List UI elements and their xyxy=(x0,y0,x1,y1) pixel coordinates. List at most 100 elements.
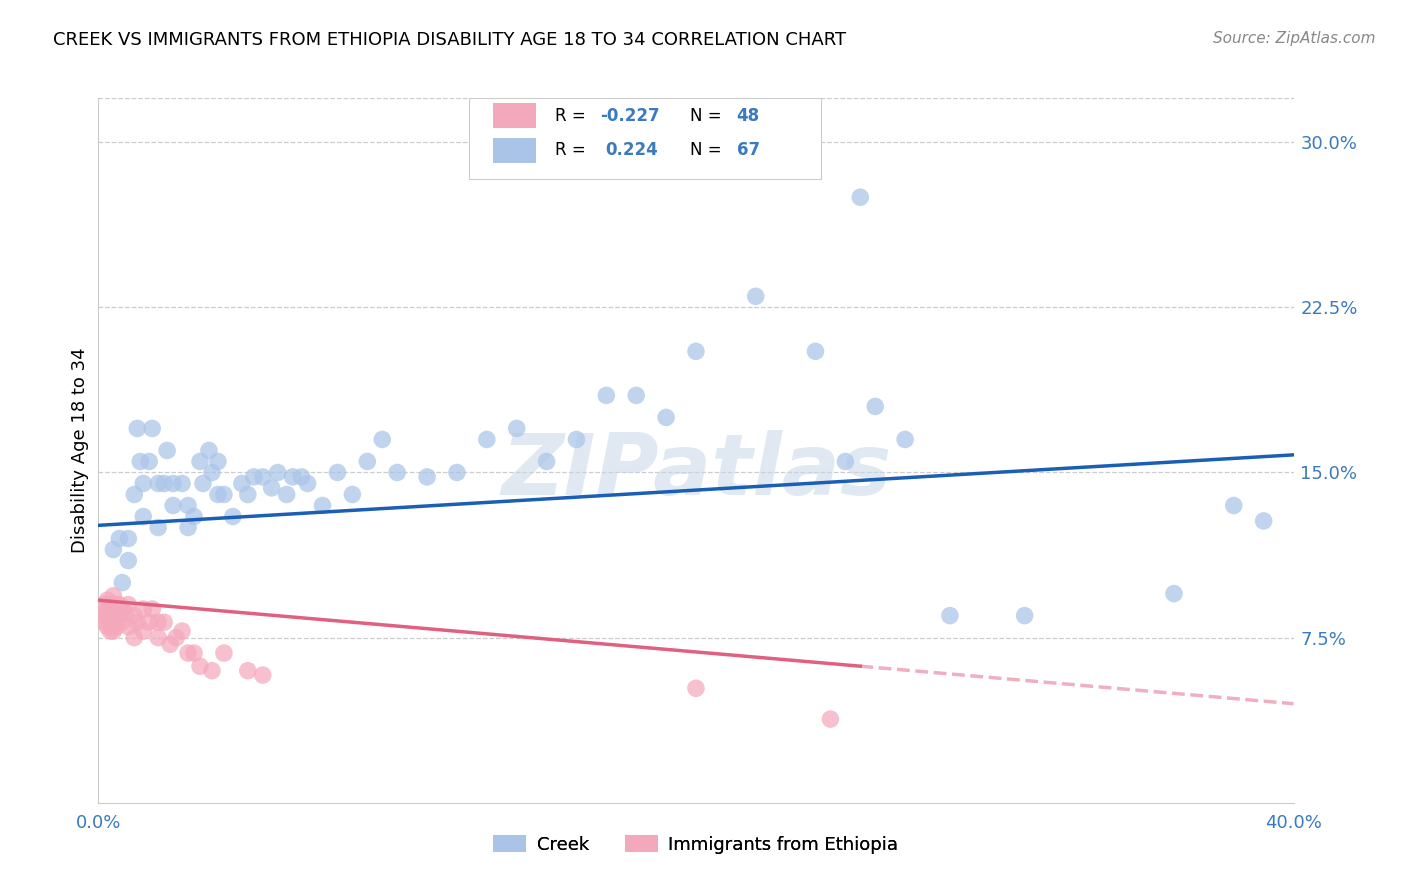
Point xyxy=(124,487,146,501)
Point xyxy=(117,598,139,612)
Point xyxy=(172,624,194,638)
Point xyxy=(124,608,146,623)
Bar xyxy=(494,137,536,163)
Point xyxy=(188,659,211,673)
Point xyxy=(111,615,134,630)
Point xyxy=(103,624,125,638)
Point xyxy=(162,499,184,513)
Point xyxy=(153,615,176,630)
Legend: Creek, Immigrants from Ethiopia: Creek, Immigrants from Ethiopia xyxy=(494,836,898,854)
Point xyxy=(267,466,290,480)
Point xyxy=(207,454,229,468)
Point xyxy=(117,619,139,633)
Point xyxy=(820,712,842,726)
Point xyxy=(96,619,118,633)
Text: Source: ZipAtlas.com: Source: ZipAtlas.com xyxy=(1212,31,1375,46)
Point xyxy=(183,509,205,524)
Point xyxy=(127,421,149,435)
Point xyxy=(93,598,115,612)
Point xyxy=(138,454,160,468)
Point xyxy=(565,433,588,447)
Point xyxy=(939,608,962,623)
Point xyxy=(1223,499,1246,513)
Point xyxy=(103,542,125,557)
Point xyxy=(1253,514,1275,528)
Point xyxy=(626,388,648,402)
Point xyxy=(103,607,125,621)
Point xyxy=(260,481,283,495)
Point xyxy=(148,631,170,645)
Point xyxy=(132,624,155,638)
Point xyxy=(236,487,259,501)
Point xyxy=(212,646,235,660)
Point xyxy=(416,470,439,484)
Text: 0.224: 0.224 xyxy=(605,141,658,160)
Point xyxy=(371,433,394,447)
Point xyxy=(655,410,678,425)
Point xyxy=(201,466,224,480)
Point xyxy=(804,344,827,359)
Point xyxy=(191,476,214,491)
Point xyxy=(117,532,139,546)
Point xyxy=(222,509,245,524)
Point xyxy=(162,476,184,491)
Point xyxy=(297,476,319,491)
Point xyxy=(207,487,229,501)
Point xyxy=(252,668,274,682)
Point xyxy=(148,476,170,491)
Point xyxy=(536,454,558,468)
Point xyxy=(141,602,163,616)
Point xyxy=(103,615,125,630)
Point xyxy=(165,631,187,645)
Point xyxy=(243,470,266,484)
Point xyxy=(111,602,134,616)
Point xyxy=(506,421,529,435)
Point xyxy=(93,608,115,623)
Point xyxy=(105,619,128,633)
Point xyxy=(172,476,194,491)
Point xyxy=(177,499,200,513)
Point xyxy=(326,466,349,480)
Point xyxy=(894,433,917,447)
Point xyxy=(111,575,134,590)
Point xyxy=(129,454,152,468)
Point xyxy=(281,470,304,484)
Point xyxy=(177,646,200,660)
Point xyxy=(342,487,364,501)
Point xyxy=(156,443,179,458)
Text: CREEK VS IMMIGRANTS FROM ETHIOPIA DISABILITY AGE 18 TO 34 CORRELATION CHART: CREEK VS IMMIGRANTS FROM ETHIOPIA DISABI… xyxy=(53,31,846,49)
Point xyxy=(385,466,409,480)
Point xyxy=(745,289,768,303)
Text: R =: R = xyxy=(555,141,591,160)
Point xyxy=(236,664,259,678)
Point xyxy=(108,598,131,612)
Point xyxy=(148,520,170,534)
Point xyxy=(96,608,118,623)
Point xyxy=(291,470,314,484)
Point xyxy=(685,344,707,359)
Point xyxy=(849,190,872,204)
Point xyxy=(96,602,118,616)
Y-axis label: Disability Age 18 to 34: Disability Age 18 to 34 xyxy=(70,348,89,553)
Point xyxy=(96,593,118,607)
Point xyxy=(108,607,131,621)
Point xyxy=(98,598,122,612)
Point xyxy=(231,476,253,491)
Point xyxy=(132,602,155,616)
Point xyxy=(93,615,115,630)
Point xyxy=(98,624,122,638)
Point xyxy=(153,476,176,491)
Text: ZIPatlas: ZIPatlas xyxy=(501,430,891,513)
Point xyxy=(595,388,617,402)
Bar xyxy=(494,103,536,128)
Point xyxy=(865,400,887,414)
FancyBboxPatch shape xyxy=(470,98,821,179)
Point xyxy=(105,611,128,625)
Point xyxy=(141,421,163,435)
Point xyxy=(311,499,333,513)
Text: 67: 67 xyxy=(737,141,759,160)
Point xyxy=(1163,586,1185,600)
Point xyxy=(201,664,224,678)
Point xyxy=(356,454,378,468)
Point xyxy=(117,553,139,567)
